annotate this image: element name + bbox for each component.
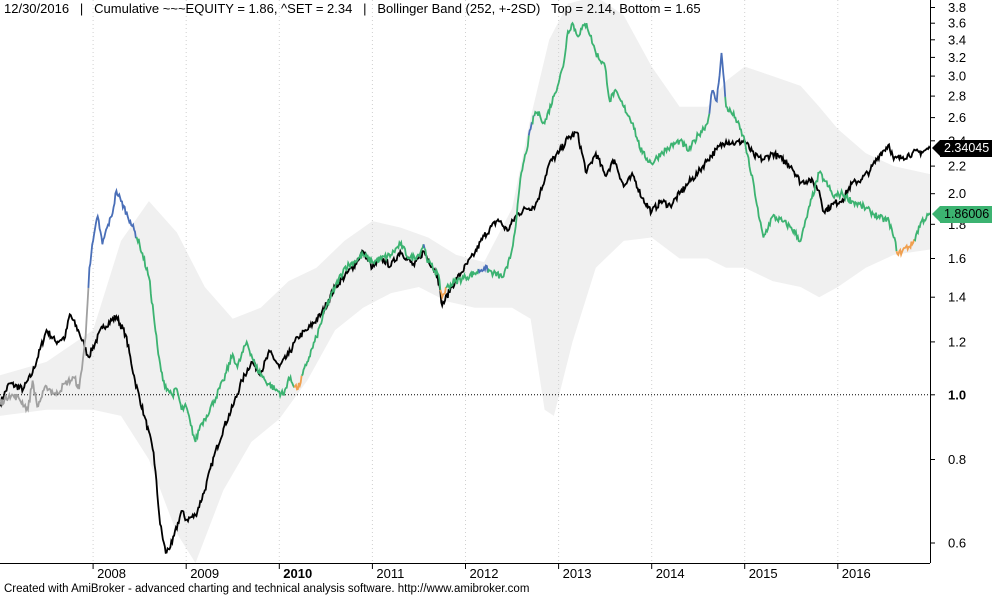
series-equity-segment-17: [895, 239, 916, 258]
x-tick-label-2012: 2012: [470, 566, 499, 581]
chart-header: 12/30/2016 | Cumulative ~~~EQUITY = 1.86…: [4, 1, 701, 16]
axes: 3.83.63.43.23.02.82.62.42.22.01.81.61.41…: [0, 0, 966, 581]
x-tick-label-2009: 2009: [190, 566, 219, 581]
y-tick-label-3.6: 3.6: [948, 16, 966, 31]
y-tick-label-2.8: 2.8: [948, 89, 966, 104]
bollinger-band: [0, 0, 930, 563]
series-equity-segment-4: [300, 239, 425, 377]
equity-label-pointer: [932, 206, 940, 223]
x-tick-label-2013: 2013: [563, 566, 592, 581]
y-tick-label-0.8: 0.8: [948, 452, 966, 467]
set-last-value-label: 2.34045: [932, 139, 993, 157]
band-area: [0, 0, 930, 563]
equity-last-value-label: 1.86006: [932, 206, 993, 224]
year-gridlines: [0, 0, 930, 563]
x-tick-label-2016: 2016: [842, 566, 871, 581]
set-label-pointer: [932, 139, 940, 156]
y-tick-label-3.8: 3.8: [948, 0, 966, 15]
x-tick-label-2015: 2015: [749, 566, 778, 581]
equity-last-value: 1.86006: [944, 207, 990, 222]
series-equity-segment-14: [533, 21, 711, 166]
x-tick-label-2008: 2008: [97, 566, 126, 581]
footer-credit: Created with AmiBroker - advanced charti…: [4, 583, 530, 595]
header-band: Bollinger Band (252, +-2SD): [377, 1, 541, 16]
y-tick-label-1.4: 1.4: [948, 290, 966, 305]
series-lines: [0, 21, 931, 554]
header-band-values: Top = 2.14, Bottom = 1.65: [550, 1, 701, 16]
reference-label: 1.0: [948, 387, 966, 402]
header-indicator: Cumulative ~~~EQUITY = 1.86, ^SET = 2.34: [94, 1, 353, 16]
series-equity-segment-18: [913, 212, 931, 242]
series-equity-segment-16: [724, 96, 898, 252]
series-equity-segment-15: [708, 52, 727, 114]
y-tick-label-2.0: 2.0: [948, 186, 966, 201]
series-equity-segment-2: [135, 236, 295, 443]
series-equity-segment-1: [87, 187, 137, 288]
series-equity-segment-10: [486, 135, 530, 279]
x-tick-label-2014: 2014: [656, 566, 685, 581]
y-tick-label-3.2: 3.2: [948, 50, 966, 65]
y-tick-label-1.6: 1.6: [948, 251, 966, 266]
series-set-line: [0, 130, 931, 554]
y-tick-label-2.6: 2.6: [948, 110, 966, 125]
series-equity-segment-8: [445, 268, 480, 292]
series-equity-segment-3: [293, 375, 303, 391]
series-equity-segment-7: [439, 286, 447, 301]
x-tick-label-2010: 2010: [283, 566, 312, 581]
set-last-value: 2.34045: [944, 140, 990, 155]
y-tick-label-1.2: 1.2: [948, 334, 966, 349]
header-date: 12/30/2016: [4, 1, 70, 16]
y-tick-label-2.2: 2.2: [948, 159, 966, 174]
series-equity-segment-0: [0, 287, 90, 414]
y-tick-label-0.6: 0.6: [948, 536, 966, 551]
y-tick-label-3.0: 3.0: [948, 69, 966, 84]
x-tick-label-2011: 2011: [376, 566, 404, 581]
series-equity-segment-12: [531, 115, 535, 125]
series-equity-segment-6: [423, 247, 442, 290]
y-tick-label-3.4: 3.4: [948, 32, 966, 47]
series-equity-segment-9: [477, 264, 489, 274]
series-equity-segment-5: [422, 244, 426, 249]
